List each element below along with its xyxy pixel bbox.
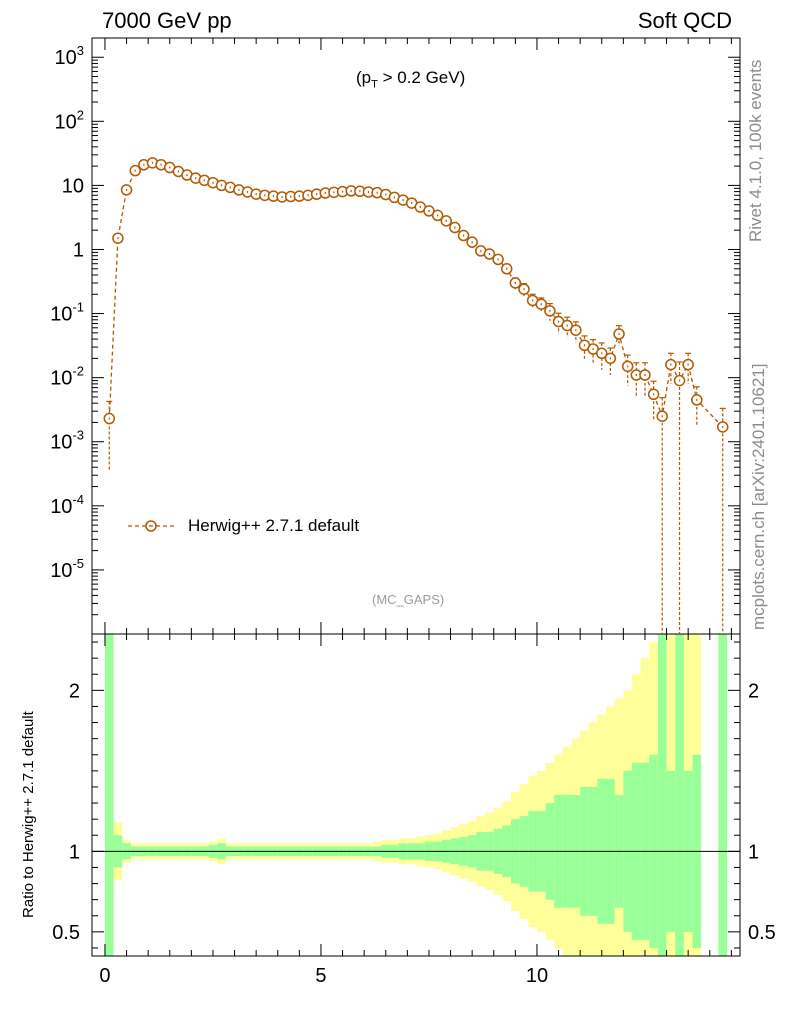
- ratio-band-inner: [657, 634, 667, 956]
- legend-entry-label: Herwig++ 2.7.1 default: [188, 516, 360, 535]
- ratio-tick-label-right: 2: [748, 680, 759, 702]
- y-tick-label: 10-5: [50, 556, 84, 582]
- y-tick-label: 10-3: [50, 428, 84, 454]
- legend: Herwig++ 2.7.1 default: [126, 516, 359, 536]
- y-tick-label: 103: [55, 43, 84, 69]
- y-tick-label: 10-2: [50, 364, 84, 390]
- ratio-tick-label-left: 2: [69, 680, 80, 702]
- ratio-axis-label: Ratio to Herwig++ 2.7.1 default: [20, 711, 37, 918]
- y-tick-label: 10-4: [50, 492, 84, 518]
- ratio-tick-label-left: 1: [69, 841, 80, 863]
- y-tick-label: 102: [55, 107, 84, 133]
- collision-label: 7000 GeV pp: [102, 8, 232, 33]
- ratio-band-inner: [718, 634, 728, 956]
- ratio-tick-label-right: 0.5: [748, 922, 776, 944]
- x-tick-label: 10: [526, 965, 548, 987]
- x-tick-label: 0: [99, 965, 110, 987]
- mcplots-source-label: mcplots.cern.ch [arXiv:2401.10621]: [749, 363, 768, 630]
- cut-prefix: (p: [356, 68, 372, 87]
- rivet-version-label: Rivet 4.1.0, 100k events: [746, 59, 765, 242]
- pt-cut-annotation: (pT > 0.2 GeV): [356, 68, 465, 90]
- y-tick-label: 10-1: [50, 300, 84, 326]
- axis-ticks: [92, 38, 740, 956]
- main-plot-frame: [91, 37, 741, 635]
- y-tick-label: 10: [62, 175, 84, 197]
- y-tick-label: 1: [73, 239, 84, 261]
- cut-suffix: > 0.2 GeV): [377, 68, 466, 87]
- ratio-tick-label-right: 1: [748, 841, 759, 863]
- x-tick-label: 5: [315, 965, 326, 987]
- ratio-band-inner: [675, 634, 684, 956]
- ratio-bands: [92, 634, 740, 956]
- ratio-band-inner: [104, 634, 114, 956]
- ratio-tick-label-left: 0.5: [52, 922, 80, 944]
- analysis-tag: (MC_GAPS): [372, 592, 445, 607]
- plot-frames: [91, 37, 741, 957]
- process-label: Soft QCD: [637, 8, 732, 33]
- ratio-plot-frame: [91, 633, 741, 957]
- tick-labels: 1 10 102 103 10-1 10-2 10-3 10-4 10-5 0.5 0.5 1 1 2 2 0…: [50, 43, 776, 987]
- legend-marker: [128, 520, 174, 532]
- mc-series: [103, 157, 729, 634]
- cut-subscript: T: [371, 78, 378, 91]
